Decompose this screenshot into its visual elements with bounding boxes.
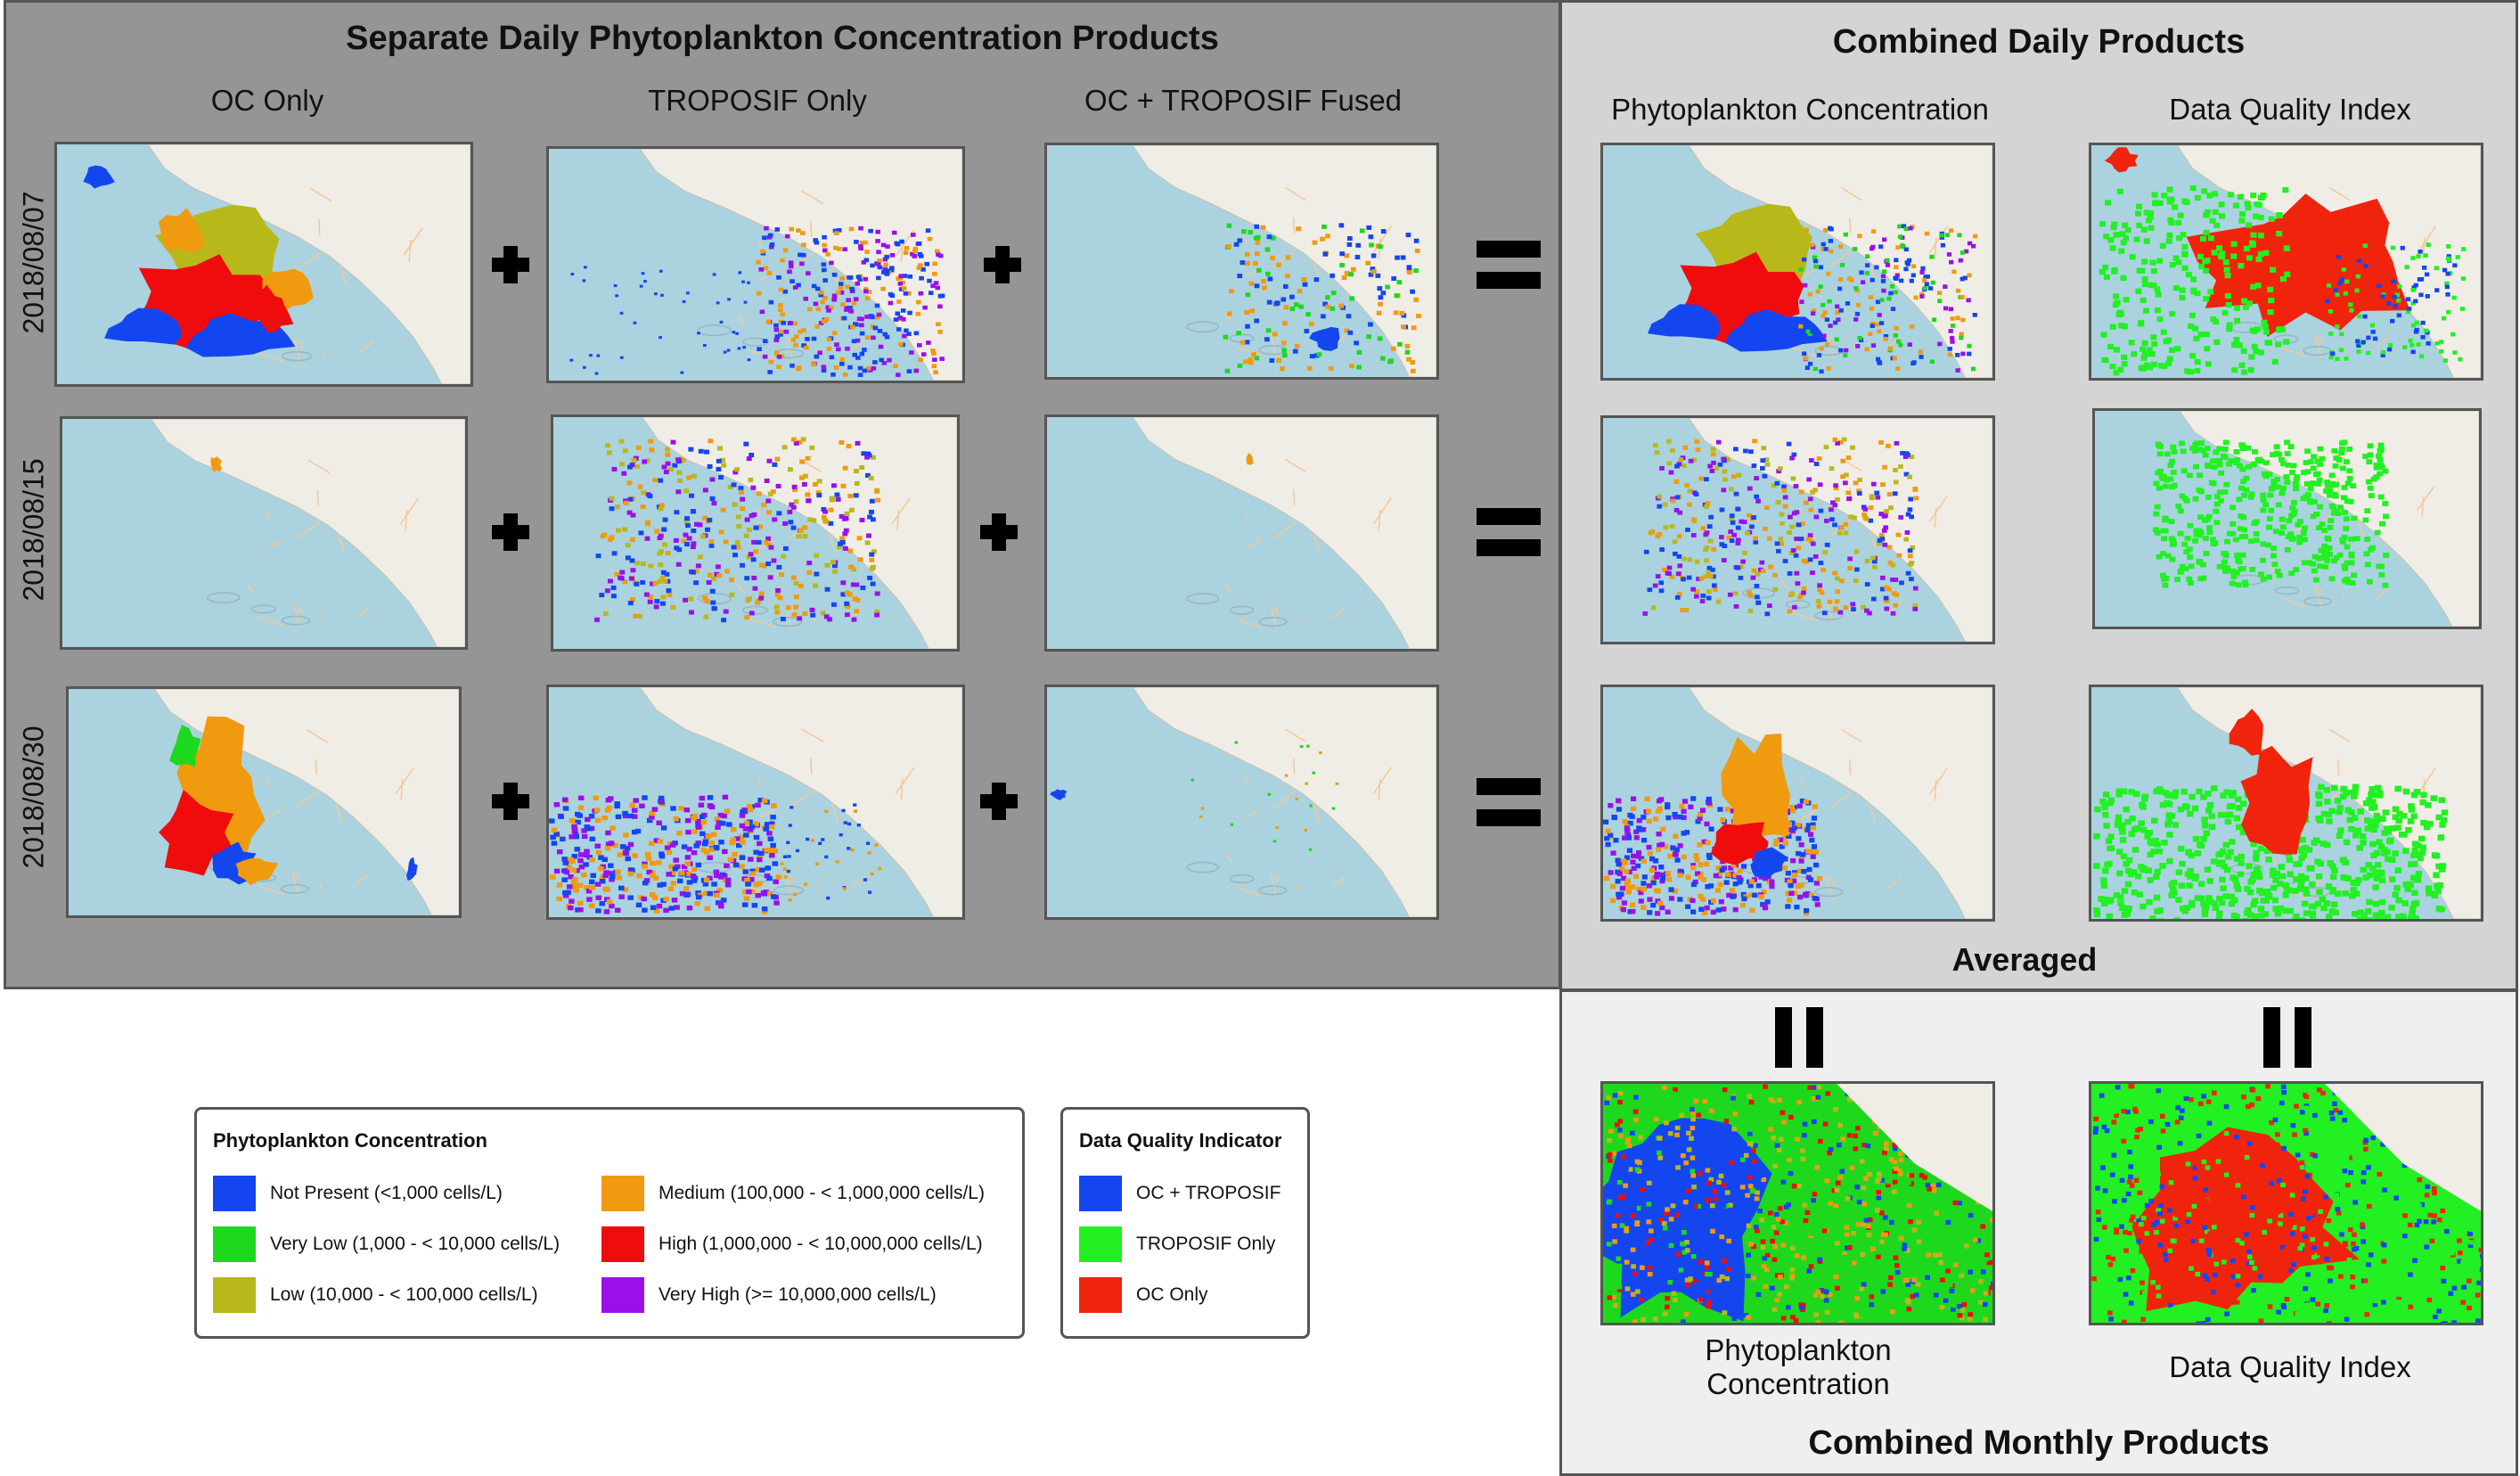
map-image [549,149,962,381]
swatch-troposif-only [1079,1226,1122,1262]
legend-item-very-high: Very High (>= 10,000,000 cells/L) [601,1277,937,1313]
plus-icon [492,513,529,551]
map-image [62,419,465,647]
map-oc-2018-08-07 [54,142,473,387]
legend-item-high: High (1,000,000 - < 10,000,000 cells/L) [601,1226,983,1262]
plus-icon [984,246,1021,283]
legend-item-medium: Medium (100,000 - < 1,000,000 cells/L) [601,1176,985,1211]
map-combined-dqi-2018-08-30 [2089,685,2483,922]
map-image [549,687,962,917]
swatch-oc-only [1079,1277,1122,1313]
col-label-fused: OC + TROPOSIF Fused [1084,84,1403,117]
map-image [2091,145,2481,378]
map-image [69,689,459,915]
map-fused-2018-08-07 [1044,143,1439,380]
plus-icon [492,246,529,283]
map-oc-2018-08-15 [60,416,468,650]
legend-label: TROPOSIF Only [1136,1234,1276,1254]
legend-quality-title: Data Quality Indicator [1079,1129,1282,1152]
map-image [2091,1084,2481,1323]
equals-icon [1477,241,1541,289]
legend-item-oc-troposif: OC + TROPOSIF [1079,1176,1280,1211]
map-combined-conc-2018-08-15 [1600,415,1995,644]
caption-monthly-conc-line1: Phytoplankton [1705,1333,1892,1366]
map-image [2095,411,2479,627]
map-image [1603,145,1992,378]
legend-item-very-low: Very Low (1,000 - < 10,000 cells/L) [213,1226,560,1262]
legend-label: Low (10,000 - < 100,000 cells/L) [270,1284,538,1305]
plus-icon [492,783,529,820]
equals-icon [1775,1007,1823,1068]
legend-quality: Data Quality Indicator OC + TROPOSIF TRO… [1060,1107,1310,1339]
averaged-label: Averaged [1951,941,2098,978]
legend-label: OC + TROPOSIF [1136,1183,1281,1203]
legend-label: Medium (100,000 - < 1,000,000 cells/L) [659,1183,985,1203]
swatch-oc-troposif [1079,1176,1122,1211]
swatch-very-low [213,1226,256,1262]
legend-label: High (1,000,000 - < 10,000,000 cells/L) [659,1234,983,1254]
swatch-not-present [213,1176,256,1211]
map-oc-2018-08-30 [66,686,462,918]
swatch-medium [601,1176,644,1211]
legend-label: Very High (>= 10,000,000 cells/L) [659,1284,937,1305]
col-label-oc-only: OC Only [210,84,324,117]
caption-monthly-dqi: Data Quality Index [2169,1350,2411,1383]
map-image [1603,418,1992,642]
map-image [1047,417,1436,649]
map-troposif-2018-08-07 [546,146,965,383]
map-fused-2018-08-30 [1044,685,1439,920]
plus-icon [980,783,1018,820]
map-monthly-dqi [2089,1081,2483,1325]
legend-concentration-title: Phytoplankton Concentration [213,1129,487,1152]
legend-item-not-present: Not Present (<1,000 cells/L) [213,1176,503,1211]
map-combined-dqi-2018-08-15 [2092,408,2482,629]
swatch-low [213,1277,256,1313]
plus-icon [980,513,1018,551]
legend-label: OC Only [1136,1284,1208,1305]
equals-icon [1477,508,1541,556]
map-image [1603,687,1992,919]
equals-icon [2263,1007,2311,1068]
map-monthly-conc [1600,1081,1995,1325]
map-image [1047,145,1436,377]
map-combined-dqi-2018-08-07 [2089,143,2483,381]
legend-concentration: Phytoplankton Concentration Not Present … [194,1107,1025,1339]
row-label-2018-08-15: 2018/08/15 [17,458,50,602]
row-label-2018-08-30: 2018/08/30 [17,726,50,869]
map-image [2091,687,2481,919]
caption-monthly-conc-line2: Concentration [1706,1367,1890,1400]
map-troposif-2018-08-15 [551,414,960,652]
map-combined-conc-2018-08-07 [1600,143,1995,381]
swatch-very-high [601,1277,644,1313]
legend-item-oc-only: OC Only [1079,1277,1208,1313]
legend-label: Very Low (1,000 - < 10,000 cells/L) [270,1234,560,1254]
col-label-data-quality-index: Data Quality Index [2169,93,2411,126]
legend-label: Not Present (<1,000 cells/L) [270,1183,503,1203]
legend-item-low: Low (10,000 - < 100,000 cells/L) [213,1277,538,1313]
col-label-phyto-concentration: Phytoplankton Concentration [1611,93,1989,126]
map-combined-conc-2018-08-30 [1600,685,1995,922]
map-image [1047,687,1436,917]
map-fused-2018-08-15 [1044,414,1439,652]
map-image [553,417,957,649]
equals-icon [1477,778,1541,826]
map-image [57,144,470,384]
separate-daily-title: Separate Daily Phytoplankton Concentrati… [346,20,1219,57]
combined-daily-title: Combined Daily Products [1832,23,2246,61]
col-label-troposif-only: TROPOSIF Only [648,84,867,117]
legend-item-troposif-only: TROPOSIF Only [1079,1226,1275,1262]
combined-monthly-title: Combined Monthly Products [1808,1424,2270,1462]
row-label-2018-08-07: 2018/08/07 [17,191,50,334]
map-troposif-2018-08-30 [546,685,965,920]
swatch-high [601,1226,644,1262]
map-image [1603,1084,1992,1323]
